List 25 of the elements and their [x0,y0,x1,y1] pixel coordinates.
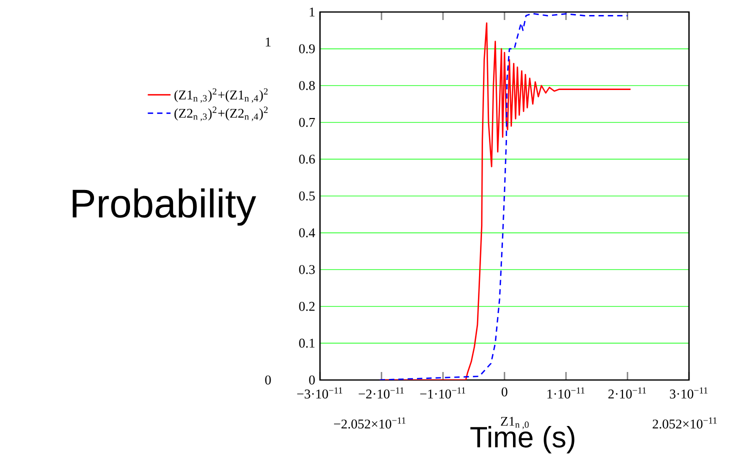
text: 0 [265,376,271,384]
legend-label: (Z1$_{n ,3}$)$^{2}$+(Z1$_{n ,4}$)$^{2}$ [174,88,268,103]
y-tick-label: 0.2 [299,302,315,311]
x-tick-label: 1·10$^{−11}$ [547,387,584,399]
y-tick-label: 0.6 [299,154,315,164]
y-tick-label: 0.5 [299,191,315,201]
x-tick-label: 3·10$^{−11}$ [670,387,708,399]
text: 2.052×10$^{−11}$ [652,417,717,429]
y-tick-label: 1 [310,8,314,16]
y-tick-label: 0.8 [299,81,315,90]
text: −2.052×10$^{−11}$ [334,417,406,429]
y-tick-label: 0.4 [299,228,316,238]
y-tick-label: 0.9 [299,44,315,54]
legend-label: (Z2$_{n ,3}$)$^{2}$+(Z2$_{n ,4}$)$^{2}$ [174,106,268,122]
x-tick-label: −3·10$^{−11}$ [297,387,342,399]
y-tick-label: 0.1 [299,338,314,348]
y-axis-title: Probability [72,188,256,226]
y-tick-label: 0 [309,376,315,384]
x-tick-label: −1·10$^{−11}$ [420,387,466,399]
x-tick-label: 0 [502,387,508,396]
y-tick-label: 0.3 [299,265,315,274]
text: 1 [266,38,271,46]
x-tick-label: 2·10$^{−11}$ [608,387,646,399]
x-tick-label: −2·10$^{−11}$ [358,387,404,399]
y-tick-label: 0.7 [299,118,315,127]
